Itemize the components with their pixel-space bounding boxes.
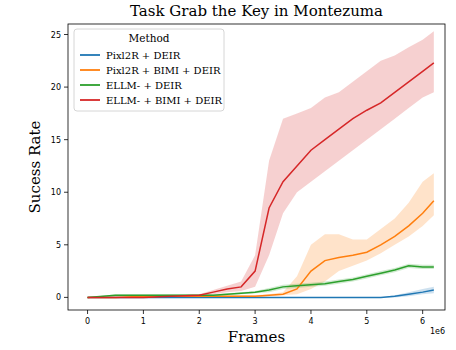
series-line [88,266,434,298]
y-tick [64,34,68,35]
y-tick [64,297,68,298]
x-offset: 1e6 [430,327,445,336]
legend-swatch [80,69,100,71]
frame [68,24,445,310]
legend-label: Pixl2R + DEIR [106,50,181,61]
legend-swatch [80,54,100,56]
y-tick [64,139,68,140]
series-line [88,63,434,297]
chart: Task Grab the Key in Montezuma 0 1 2 3 4 5 6 0 5 1… [0,0,456,350]
y-tick-label: 25 [51,31,61,40]
y-tick [64,244,68,245]
y-label: Sucess Rate [26,120,44,213]
y-tick [64,192,68,193]
x-tick-label: 2 [197,317,202,326]
x-tick-label: 6 [420,317,425,326]
x-tick [143,310,144,314]
legend-label: ELLM- + DEIR [106,80,182,91]
x-tick-label: 3 [253,317,258,326]
x-tick [366,310,367,314]
x-tick-label: 1 [141,317,146,326]
legend: Method Pixl2R + DEIR Pixl2R + BIMI + DEIR E… [74,29,224,111]
x-tick-label: 4 [308,317,313,326]
x-tick [87,310,88,314]
legend-swatch [80,99,100,101]
x-tick [310,310,311,314]
y-tick-label: 10 [51,188,61,197]
band [88,31,434,297]
x-tick [422,310,423,314]
legend-swatch [80,84,100,86]
x-tick-label: 0 [85,317,90,326]
legend-box [74,29,224,111]
x-label: Frames [228,328,285,346]
y-tick-label: 5 [56,241,61,250]
y-tick-label: 0 [56,293,61,302]
title: Task Grab the Key in Montezuma [130,2,383,20]
legend-title: Method [129,32,170,44]
data [88,31,434,297]
y-tick-label: 20 [51,83,61,92]
x-tick-label: 5 [364,317,369,326]
legend-label: Pixl2R + BIMI + DEIR [106,65,221,76]
x-tick [255,310,256,314]
x-tick [199,310,200,314]
y-tick-label: 15 [51,136,61,145]
legend-label: ELLM- + BIMI + DEIR [106,95,222,106]
y-tick [64,87,68,88]
